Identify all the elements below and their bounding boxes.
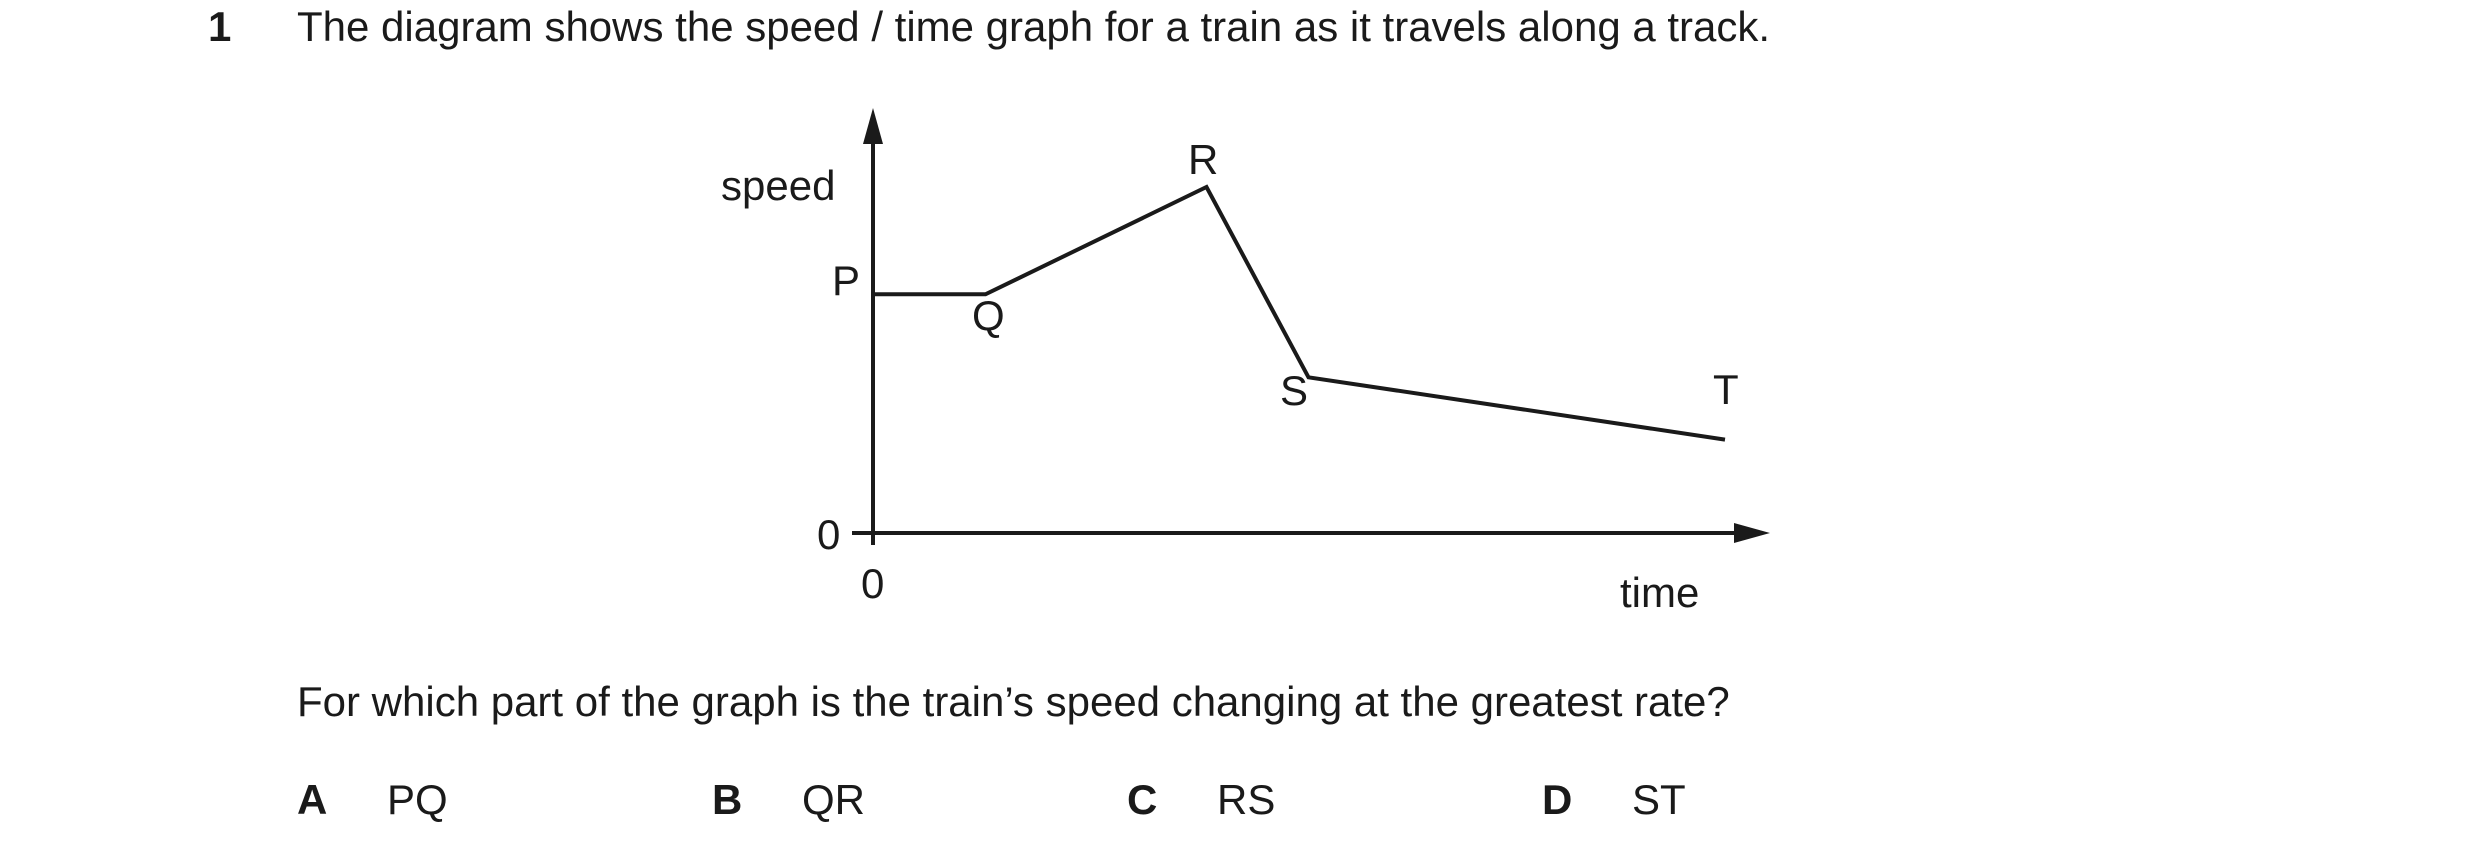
- question-stem: The diagram shows the speed / time graph…: [297, 3, 1771, 50]
- option-text: PQ: [387, 776, 448, 823]
- point-label-r: R: [1188, 136, 1218, 183]
- option-text: RS: [1217, 776, 1276, 823]
- y-axis-label: speed: [721, 162, 835, 209]
- point-label-t: T: [1713, 366, 1739, 413]
- option-letter: C: [1127, 776, 1158, 823]
- speed-line: [875, 184, 1726, 442]
- point-label-p: P: [832, 257, 860, 304]
- option-letter: A: [297, 776, 328, 823]
- x-axis-arrowhead: [1734, 523, 1770, 543]
- option-text: QR: [802, 776, 865, 823]
- y-axis-arrowhead: [863, 108, 883, 144]
- option-letter: D: [1542, 776, 1573, 823]
- point-label-s: S: [1280, 367, 1308, 414]
- point-label-q: Q: [972, 292, 1005, 339]
- speed-time-graph: speed time 0 0 P Q R S T: [721, 108, 1770, 616]
- option-text: ST: [1632, 776, 1686, 823]
- option-letter: B: [712, 776, 743, 823]
- question-prompt: For which part of the graph is the train…: [297, 678, 1730, 725]
- question-number: 1: [208, 3, 232, 50]
- x-axis-label: time: [1620, 569, 1699, 616]
- x-origin-label: 0: [861, 560, 884, 607]
- y-origin-label: 0: [817, 511, 840, 558]
